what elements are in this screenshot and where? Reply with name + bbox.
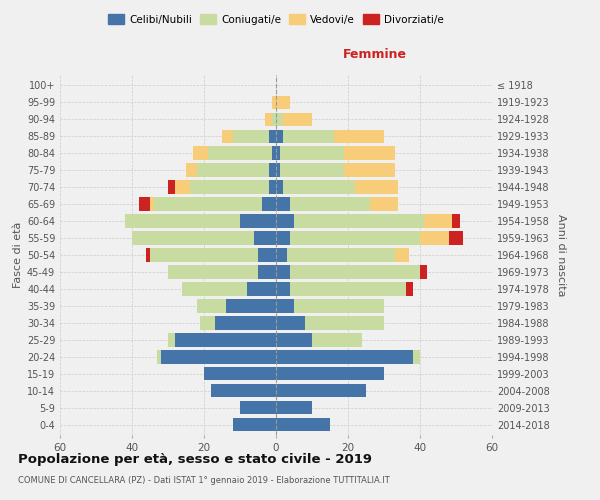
Bar [125, 214, 240, 228]
Bar [157, 350, 161, 364]
Bar [287, 248, 395, 262]
Bar [269, 164, 276, 176]
Bar [280, 146, 344, 160]
Bar [168, 334, 175, 346]
Bar [258, 248, 276, 262]
Bar [208, 146, 272, 160]
Bar [276, 248, 287, 262]
Bar [272, 146, 276, 160]
Bar [132, 232, 254, 244]
Legend: Celibi/Nubili, Coniugati/e, Vedovi/e, Divorziati/e: Celibi/Nubili, Coniugati/e, Vedovi/e, Di… [104, 10, 448, 29]
Bar [294, 300, 384, 312]
Bar [186, 164, 197, 176]
Bar [290, 232, 420, 244]
Bar [272, 96, 276, 109]
Bar [190, 180, 269, 194]
Bar [150, 248, 258, 262]
Bar [168, 266, 258, 278]
Bar [283, 112, 312, 126]
Bar [276, 232, 290, 244]
Bar [276, 316, 305, 330]
Bar [420, 232, 449, 244]
Bar [215, 316, 276, 330]
Text: Popolazione per età, sesso e stato civile - 2019: Popolazione per età, sesso e stato civil… [18, 452, 372, 466]
Bar [283, 180, 355, 194]
Bar [276, 350, 413, 364]
Bar [276, 180, 283, 194]
Text: Femmine: Femmine [343, 48, 407, 60]
Bar [344, 146, 395, 160]
Bar [294, 214, 424, 228]
Bar [305, 316, 384, 330]
Y-axis label: Anni di nascita: Anni di nascita [556, 214, 566, 296]
Bar [344, 164, 395, 176]
Bar [276, 198, 290, 210]
Y-axis label: Fasce di età: Fasce di età [13, 222, 23, 288]
Bar [262, 198, 276, 210]
Bar [146, 248, 150, 262]
Bar [355, 180, 398, 194]
Bar [211, 384, 276, 398]
Bar [420, 266, 427, 278]
Bar [290, 198, 370, 210]
Bar [150, 198, 154, 210]
Bar [280, 164, 344, 176]
Text: COMUNE DI CANCELLARA (PZ) - Dati ISTAT 1° gennaio 2019 - Elaborazione TUTTITALIA: COMUNE DI CANCELLARA (PZ) - Dati ISTAT 1… [18, 476, 390, 485]
Bar [161, 350, 276, 364]
Bar [276, 214, 294, 228]
Bar [139, 198, 150, 210]
Bar [200, 316, 215, 330]
Bar [276, 384, 366, 398]
Bar [276, 96, 290, 109]
Bar [276, 266, 290, 278]
Bar [276, 282, 290, 296]
Bar [276, 334, 312, 346]
Bar [240, 214, 276, 228]
Bar [175, 334, 276, 346]
Bar [276, 112, 283, 126]
Bar [283, 130, 334, 143]
Bar [175, 180, 190, 194]
Bar [413, 350, 420, 364]
Bar [452, 214, 460, 228]
Bar [312, 334, 362, 346]
Bar [182, 282, 247, 296]
Bar [276, 164, 280, 176]
Bar [334, 130, 384, 143]
Bar [226, 300, 276, 312]
Bar [370, 198, 398, 210]
Bar [272, 112, 276, 126]
Bar [276, 418, 330, 432]
Bar [254, 232, 276, 244]
Bar [424, 214, 452, 228]
Bar [449, 232, 463, 244]
Bar [276, 146, 280, 160]
Bar [265, 112, 272, 126]
Bar [233, 130, 269, 143]
Bar [276, 367, 384, 380]
Bar [290, 266, 420, 278]
Bar [168, 180, 175, 194]
Bar [290, 282, 406, 296]
Bar [222, 130, 233, 143]
Bar [204, 367, 276, 380]
Bar [276, 300, 294, 312]
Bar [154, 198, 262, 210]
Bar [269, 130, 276, 143]
Bar [197, 164, 269, 176]
Bar [269, 180, 276, 194]
Bar [406, 282, 413, 296]
Bar [276, 401, 312, 414]
Bar [247, 282, 276, 296]
Bar [193, 146, 208, 160]
Bar [276, 130, 283, 143]
Bar [395, 248, 409, 262]
Bar [240, 401, 276, 414]
Bar [258, 266, 276, 278]
Bar [233, 418, 276, 432]
Bar [197, 300, 226, 312]
